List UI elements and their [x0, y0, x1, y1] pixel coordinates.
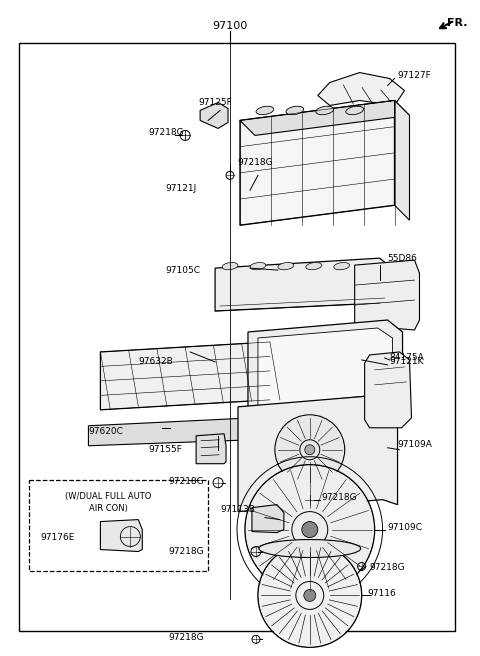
Text: 97218G: 97218G — [322, 493, 358, 502]
Text: 55D86: 55D86 — [387, 254, 418, 262]
Circle shape — [302, 522, 318, 537]
Bar — [29, 480, 208, 571]
Polygon shape — [240, 100, 395, 225]
Text: 97218G: 97218G — [168, 633, 204, 642]
Polygon shape — [365, 352, 411, 428]
Text: 97155F: 97155F — [148, 445, 182, 454]
Ellipse shape — [256, 106, 274, 115]
Ellipse shape — [222, 262, 238, 270]
Text: 97109A: 97109A — [397, 440, 432, 449]
Text: 97127F: 97127F — [397, 71, 432, 80]
Ellipse shape — [278, 262, 294, 270]
Text: AIR CON): AIR CON) — [89, 504, 128, 513]
Polygon shape — [318, 73, 405, 106]
Polygon shape — [395, 100, 409, 220]
Text: 97218G: 97218G — [370, 563, 405, 572]
Text: 97109C: 97109C — [387, 523, 422, 532]
Ellipse shape — [306, 262, 322, 270]
Text: 97116: 97116 — [368, 589, 396, 598]
Text: 97100: 97100 — [213, 20, 248, 31]
Text: 97218G: 97218G — [237, 158, 273, 167]
Text: 97632B: 97632B — [138, 358, 173, 367]
Circle shape — [304, 590, 316, 602]
Polygon shape — [215, 258, 395, 311]
Circle shape — [276, 416, 344, 483]
Polygon shape — [355, 260, 420, 330]
Text: FR.: FR. — [447, 18, 468, 28]
Text: 97218G: 97218G — [168, 477, 204, 486]
Polygon shape — [100, 342, 280, 410]
Text: 97105C: 97105C — [165, 266, 200, 275]
Bar — [19, 43, 456, 631]
Ellipse shape — [334, 262, 349, 270]
Polygon shape — [88, 418, 260, 445]
Polygon shape — [200, 102, 228, 129]
Polygon shape — [248, 320, 403, 417]
Ellipse shape — [259, 539, 360, 558]
Text: 97176E: 97176E — [41, 533, 75, 542]
Ellipse shape — [250, 262, 266, 270]
Ellipse shape — [316, 106, 334, 115]
Circle shape — [305, 445, 315, 455]
Text: 97218G: 97218G — [168, 547, 204, 556]
Ellipse shape — [286, 106, 304, 115]
Circle shape — [246, 466, 373, 594]
Text: 97218G: 97218G — [148, 128, 184, 137]
Text: 97121K: 97121K — [390, 358, 424, 367]
Text: 97113B: 97113B — [220, 505, 255, 514]
Polygon shape — [238, 395, 397, 512]
Circle shape — [259, 544, 360, 646]
Polygon shape — [196, 434, 226, 464]
Polygon shape — [240, 100, 409, 135]
Text: 97125F: 97125F — [198, 98, 232, 107]
Text: 97620C: 97620C — [88, 427, 123, 436]
Text: 97121J: 97121J — [165, 184, 196, 193]
Polygon shape — [252, 504, 284, 533]
Polygon shape — [100, 520, 142, 552]
Text: (W/DUAL FULL AUTO: (W/DUAL FULL AUTO — [65, 492, 152, 501]
Polygon shape — [258, 328, 393, 407]
Text: 84175A: 84175A — [390, 354, 424, 362]
Ellipse shape — [346, 106, 363, 115]
